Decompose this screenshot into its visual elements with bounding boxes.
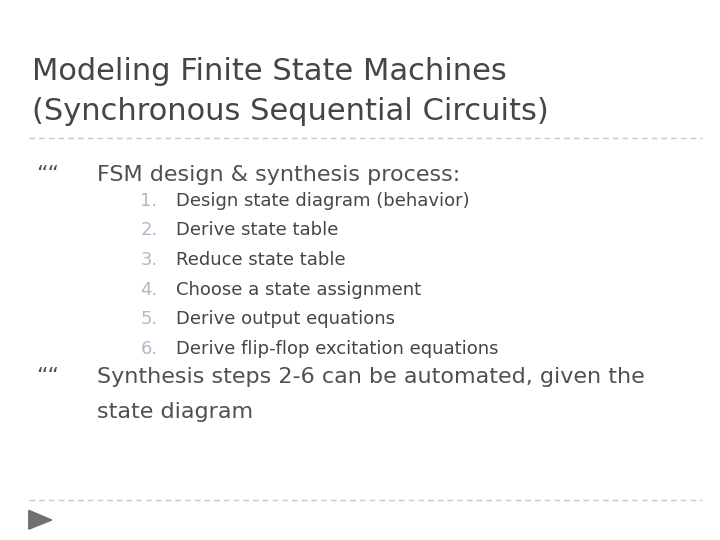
Text: Reduce state table: Reduce state table <box>176 251 346 269</box>
Text: Derive state table: Derive state table <box>176 221 339 239</box>
Text: Choose a state assignment: Choose a state assignment <box>176 281 421 299</box>
Text: 2.: 2. <box>140 221 158 239</box>
Text: state diagram: state diagram <box>97 402 253 422</box>
Text: 3.: 3. <box>140 251 158 269</box>
Text: 5.: 5. <box>140 310 158 328</box>
Text: 6.: 6. <box>140 340 158 358</box>
Text: Derive output equations: Derive output equations <box>176 310 395 328</box>
Text: 1.: 1. <box>140 192 158 210</box>
Text: Derive flip-flop excitation equations: Derive flip-flop excitation equations <box>176 340 499 358</box>
Text: ““: ““ <box>36 165 59 185</box>
Polygon shape <box>29 510 52 529</box>
Text: ““: ““ <box>36 367 59 387</box>
Text: FSM design & synthesis process:: FSM design & synthesis process: <box>97 165 461 185</box>
Text: Design state diagram (behavior): Design state diagram (behavior) <box>176 192 470 210</box>
Text: 4.: 4. <box>140 281 158 299</box>
Text: (Synchronous Sequential Circuits): (Synchronous Sequential Circuits) <box>32 97 549 126</box>
Text: Modeling Finite State Machines: Modeling Finite State Machines <box>32 57 507 86</box>
Text: Synthesis steps 2-6 can be automated, given the: Synthesis steps 2-6 can be automated, gi… <box>97 367 645 387</box>
